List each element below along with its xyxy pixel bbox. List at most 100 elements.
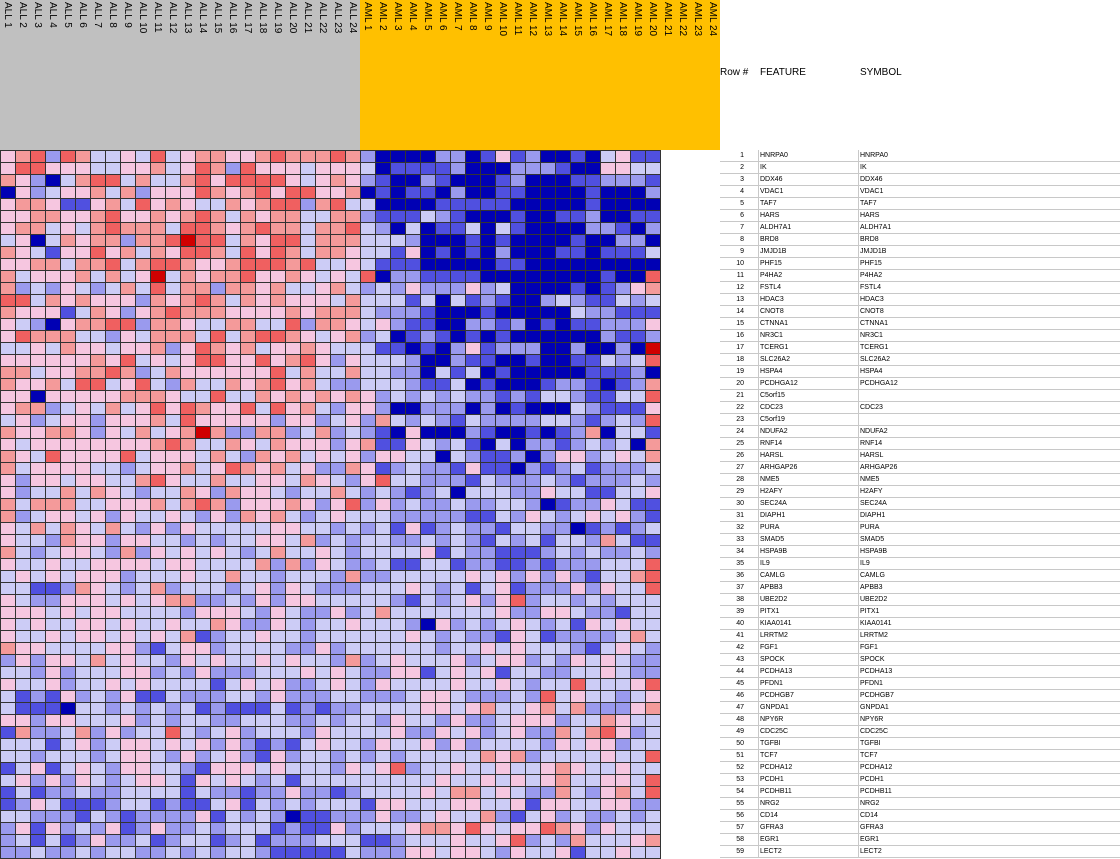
row-number-cell: 41 — [736, 632, 744, 639]
column-label: ALL 2 — [17, 2, 28, 28]
heatmap-cell — [645, 846, 661, 859]
feature-cell: NDUFA2 — [760, 428, 788, 435]
symbol-cell: SLC26A2 — [860, 356, 890, 363]
heatmap-cell — [45, 846, 61, 859]
feature-cell: TAF7 — [760, 200, 777, 207]
symbol-cell: NR3C1 — [860, 332, 883, 339]
symbol-cell: GNPDA1 — [860, 704, 889, 711]
symbol-cell: ALDH7A1 — [860, 224, 892, 231]
symbol-cell: PCDH1 — [860, 776, 884, 783]
table-row: 28 NME5 NME5 — [720, 474, 1120, 486]
table-row: 40 KIAA0141 KIAA0141 — [720, 618, 1120, 630]
symbol-cell: TCERG1 — [860, 344, 889, 351]
column-label: AML 4 — [407, 2, 418, 31]
column-label: AML 17 — [602, 2, 613, 37]
symbol-cell: SMAD5 — [860, 536, 885, 543]
table-row: 48 NPY6R NPY6R — [720, 714, 1120, 726]
row-number-cell: 19 — [736, 368, 744, 375]
heatmap-cell — [0, 846, 16, 859]
symbol-cell: DDX46 — [860, 176, 883, 183]
table-row: 34 HSPA9B HSPA9B — [720, 546, 1120, 558]
feature-cell: TCF7 — [760, 752, 778, 759]
table-row: 32 PURA PURA — [720, 522, 1120, 534]
symbol-cell: PITX1 — [860, 608, 880, 615]
table-row: 42 FGF1 FGF1 — [720, 642, 1120, 654]
row-number-cell: 59 — [736, 848, 744, 855]
symbol-cell: HARS — [860, 212, 880, 219]
heatmap-cell — [570, 846, 586, 859]
table-row: 18 SLC26A2 SLC26A2 — [720, 354, 1120, 366]
row-number-cell: 16 — [736, 332, 744, 339]
feature-cell: H2AFY — [760, 488, 783, 495]
heatmap-cell — [465, 846, 481, 859]
column-label: ALL 12 — [167, 2, 178, 34]
table-row: 9 JMJD1B JMJD1B — [720, 246, 1120, 258]
symbol-cell: UBE2D2 — [860, 596, 888, 603]
feature-cell: PURA — [760, 524, 780, 531]
row-number-cell: 26 — [736, 452, 744, 459]
symbol-cell: CDC25C — [860, 728, 889, 735]
table-row: 1 HNRPA0 HNRPA0 — [720, 150, 1120, 162]
column-label: ALL 7 — [92, 2, 103, 28]
feature-cell: VDAC1 — [760, 188, 784, 195]
feature-cell: PCDHA13 — [760, 668, 793, 675]
column-label: AML 6 — [437, 2, 448, 31]
symbol-cell: IL9 — [860, 560, 870, 567]
row-number-cell: 57 — [736, 824, 744, 831]
table-row: 47 GNPDA1 GNPDA1 — [720, 702, 1120, 714]
column-header: ALL 1 ALL 2 ALL 3 ALL 4 ALL 5 ALL 6 ALL 7 ALL 8… — [0, 0, 720, 150]
table-row: 55 NRG2 NRG2 — [720, 798, 1120, 810]
feature-cell: SPOCK — [760, 656, 785, 663]
heatmap-cell — [270, 846, 286, 859]
column-label: AML 9 — [482, 2, 493, 31]
column-label: ALL 8 — [107, 2, 118, 28]
row-number-cell: 30 — [736, 500, 744, 507]
row-number-cell: 51 — [736, 752, 744, 759]
row-number-cell: 45 — [736, 680, 744, 687]
column-label: ALL 3 — [32, 2, 43, 28]
feature-cell: C5orf19 — [760, 416, 785, 423]
table-row: 54 PCDHB11 PCDHB11 — [720, 786, 1120, 798]
symbol-cell: SPOCK — [860, 656, 885, 663]
column-label: ALL 16 — [227, 2, 238, 34]
heatmap-cell — [375, 846, 391, 859]
heatmap-cell — [480, 846, 496, 859]
column-label: ALL 9 — [122, 2, 133, 28]
row-number-cell: 13 — [736, 296, 744, 303]
symbol-cell: H2AFY — [860, 488, 883, 495]
column-label: AML 19 — [632, 2, 643, 37]
feature-cell: PITX1 — [760, 608, 780, 615]
symbol-cell: KIAA0141 — [860, 620, 892, 627]
row-number-cell: 4 — [740, 188, 744, 195]
column-label: ALL 21 — [302, 2, 313, 34]
column-label: AML 14 — [557, 2, 568, 37]
symbol-cell: ARHGAP26 — [860, 464, 898, 471]
column-label: AML 15 — [572, 2, 583, 37]
symbol-cell: HARSL — [860, 452, 884, 459]
heatmap-cell — [555, 846, 571, 859]
feature-cell: RNF14 — [760, 440, 783, 447]
feature-cell: IK — [760, 164, 767, 171]
row-number-cell: 2 — [740, 164, 744, 171]
heatmap-cell — [30, 846, 46, 859]
row-number-cell: 38 — [736, 596, 744, 603]
row-number-cell: 48 — [736, 716, 744, 723]
column-label: ALL 15 — [212, 2, 223, 34]
symbol-cell: LECT2 — [860, 848, 882, 855]
table-row: 45 PFDN1 PFDN1 — [720, 678, 1120, 690]
all-group-band — [0, 0, 360, 150]
row-number-cell: 31 — [736, 512, 744, 519]
feature-cell: NME5 — [760, 476, 780, 483]
row-number-cell: 17 — [736, 344, 744, 351]
feature-cell: PCDH1 — [760, 776, 784, 783]
feature-cell: PHF15 — [760, 260, 782, 267]
column-label: ALL 19 — [272, 2, 283, 34]
row-number-cell: 50 — [736, 740, 744, 747]
symbol-cell: PCDHA13 — [860, 668, 893, 675]
table-row: 8 BRD8 BRD8 — [720, 234, 1120, 246]
feature-cell: C5orf15 — [760, 392, 785, 399]
heatmap-cell — [135, 846, 151, 859]
table-row: 46 PCDHGB7 PCDHGB7 — [720, 690, 1120, 702]
feature-cell: NRG2 — [760, 800, 780, 807]
symbol-cell: PCDHGA12 — [860, 380, 898, 387]
